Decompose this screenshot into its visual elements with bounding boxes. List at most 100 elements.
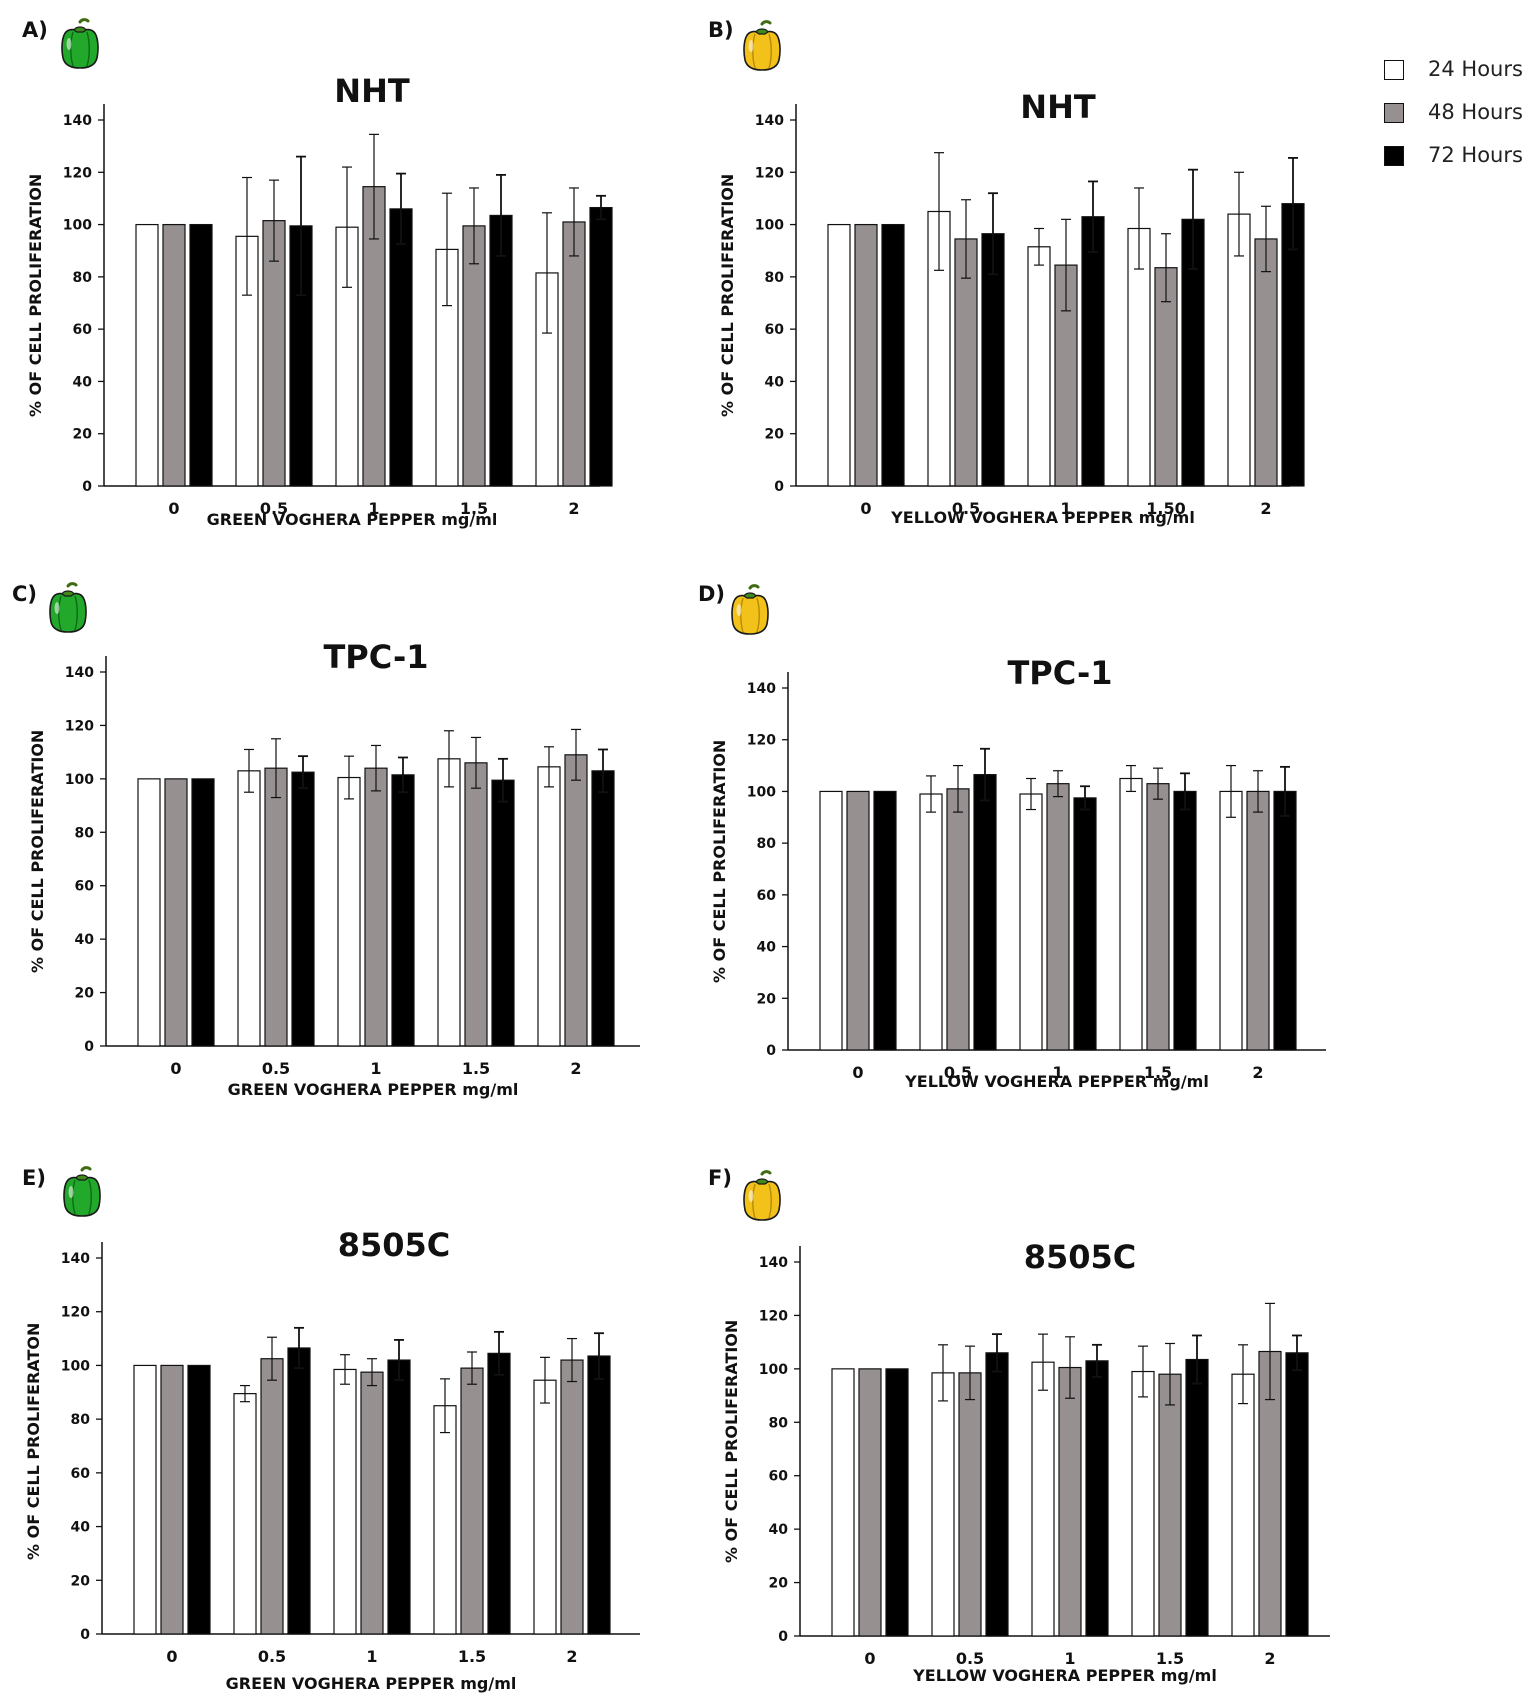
legend-swatch-72-hours bbox=[1384, 146, 1404, 166]
x-tick-label: 2 bbox=[570, 1059, 581, 1078]
bar-72-hours bbox=[1081, 216, 1105, 487]
bar-48-hours bbox=[562, 221, 586, 487]
bar-48-hours bbox=[1146, 783, 1170, 1051]
green-pepper-icon bbox=[49, 582, 87, 633]
bar-72-hours bbox=[287, 1347, 311, 1635]
legend-label: 48 Hours bbox=[1428, 100, 1523, 124]
bar-72-hours bbox=[873, 790, 897, 1051]
bar-24-hours bbox=[333, 1368, 357, 1635]
y-axis-label: % OF CELL PROLIFERATION bbox=[710, 739, 729, 983]
bar-48-hours bbox=[1258, 1350, 1282, 1637]
y-tick-label: 60 bbox=[73, 322, 93, 338]
x-tick-label: 2 bbox=[566, 1647, 577, 1666]
bar-24-hours bbox=[1227, 213, 1251, 487]
bar-72-hours bbox=[289, 225, 313, 487]
y-tick-label: 100 bbox=[65, 772, 94, 788]
bar-24-hours bbox=[137, 778, 161, 1047]
bar-48-hours bbox=[360, 1371, 384, 1635]
x-axis-label: YELLOW VOGHERA PEPPER mg/ml bbox=[905, 1072, 1209, 1091]
bar-24-hours bbox=[919, 793, 943, 1051]
y-tick-label: 40 bbox=[73, 374, 93, 390]
yellow-pepper-icon bbox=[731, 584, 769, 635]
panel-label: D) bbox=[698, 582, 726, 606]
y-tick-label: 100 bbox=[759, 1362, 788, 1378]
bar-72-hours bbox=[885, 1368, 909, 1637]
y-tick-label: 40 bbox=[75, 932, 95, 948]
bar-72-hours bbox=[985, 1352, 1009, 1637]
y-tick-label: 40 bbox=[769, 1522, 789, 1538]
y-tick-label: 60 bbox=[765, 322, 785, 338]
y-tick-label: 100 bbox=[755, 218, 784, 234]
y-tick-label: 0 bbox=[82, 479, 92, 495]
bar-48-hours bbox=[854, 223, 878, 487]
y-tick-label: 20 bbox=[769, 1576, 789, 1592]
x-tick-label: 1 bbox=[370, 1059, 381, 1078]
y-tick-label: 40 bbox=[71, 1520, 91, 1536]
bar-24-hours bbox=[233, 1393, 257, 1635]
chart-title: NHT bbox=[1020, 88, 1096, 126]
chart-title: TPC-1 bbox=[1007, 654, 1113, 692]
legend-label: 24 Hours bbox=[1428, 57, 1523, 81]
chart-title: TPC-1 bbox=[323, 638, 429, 676]
bar-24-hours bbox=[335, 226, 359, 487]
yellow-pepper-icon bbox=[743, 20, 781, 71]
bar-48-hours bbox=[462, 225, 486, 487]
x-tick-label: 1.5 bbox=[462, 1059, 490, 1078]
bar-24-hours bbox=[1027, 246, 1051, 487]
y-tick-label: 20 bbox=[75, 986, 95, 1002]
bar-72-hours bbox=[591, 770, 615, 1047]
x-tick-label: 0 bbox=[166, 1647, 177, 1666]
legend-swatch-48-hours bbox=[1384, 103, 1404, 123]
bar-24-hours bbox=[1119, 777, 1143, 1051]
panel-label: C) bbox=[12, 582, 38, 606]
bar-24-hours bbox=[927, 210, 951, 487]
bar-24-hours bbox=[931, 1372, 955, 1637]
bar-48-hours bbox=[946, 788, 970, 1051]
bar-48-hours bbox=[160, 1364, 184, 1635]
y-tick-label: 80 bbox=[757, 836, 777, 852]
bar-72-hours bbox=[387, 1359, 411, 1635]
bar-48-hours bbox=[464, 762, 488, 1047]
y-tick-label: 20 bbox=[757, 991, 777, 1007]
bar-72-hours bbox=[589, 206, 613, 487]
bar-24-hours bbox=[135, 223, 159, 487]
y-tick-label: 20 bbox=[765, 427, 785, 443]
x-tick-label: 0.5 bbox=[262, 1059, 290, 1078]
bar-72-hours bbox=[1085, 1360, 1109, 1637]
bar-24-hours bbox=[1131, 1370, 1155, 1637]
bar-48-hours bbox=[164, 778, 188, 1047]
y-tick-label: 140 bbox=[65, 665, 94, 681]
bar-48-hours bbox=[1158, 1373, 1182, 1637]
y-tick-label: 0 bbox=[84, 1039, 94, 1055]
y-tick-label: 80 bbox=[769, 1415, 789, 1431]
bar-72-hours bbox=[1185, 1358, 1209, 1637]
bar-48-hours bbox=[858, 1368, 882, 1637]
bar-24-hours bbox=[1219, 790, 1243, 1051]
bar-24-hours bbox=[133, 1364, 157, 1635]
bar-24-hours bbox=[819, 790, 843, 1051]
green-pepper-icon bbox=[61, 18, 99, 69]
y-tick-label: 120 bbox=[65, 718, 94, 734]
bar-72-hours bbox=[1273, 790, 1297, 1051]
panel-label: F) bbox=[708, 1166, 732, 1190]
bar-72-hours bbox=[881, 223, 905, 487]
y-tick-label: 0 bbox=[766, 1043, 776, 1059]
bar-72-hours bbox=[487, 1352, 511, 1635]
x-tick-label: 0 bbox=[170, 1059, 181, 1078]
bar-72-hours bbox=[587, 1355, 611, 1635]
y-tick-label: 20 bbox=[73, 427, 93, 443]
bar-24-hours bbox=[435, 248, 459, 487]
x-tick-label: 1 bbox=[366, 1647, 377, 1666]
panel-label: E) bbox=[22, 1166, 46, 1190]
y-tick-label: 100 bbox=[63, 218, 92, 234]
bar-72-hours bbox=[189, 223, 213, 487]
bar-72-hours bbox=[391, 774, 415, 1047]
y-tick-label: 60 bbox=[769, 1469, 789, 1485]
bar-24-hours bbox=[337, 776, 361, 1047]
bar-24-hours bbox=[535, 272, 559, 487]
y-axis-label: % OF CELL PROLIFERATON bbox=[24, 1322, 43, 1560]
x-axis-label: GREEN VOGHERA PEPPER mg/ml bbox=[225, 1674, 517, 1693]
